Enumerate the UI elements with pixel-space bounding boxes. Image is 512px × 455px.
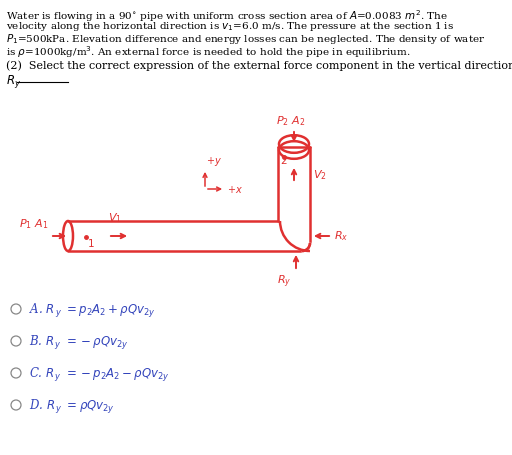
- Text: $R_x$: $R_x$: [334, 228, 348, 243]
- Text: $P_1\ A_1$: $P_1\ A_1$: [18, 217, 48, 230]
- Text: Water is flowing in a 90$^{\circ}$ pipe with uniform cross section area of $A$=0: Water is flowing in a 90$^{\circ}$ pipe …: [6, 8, 448, 24]
- Text: $+x$: $+x$: [227, 184, 243, 195]
- Text: A. $R_{\,y}\ =p_2A_2+\rho Qv_{2y}$: A. $R_{\,y}\ =p_2A_2+\rho Qv_{2y}$: [29, 301, 156, 319]
- Text: 2: 2: [280, 156, 287, 166]
- Text: (2)  Select the correct expression of the external force component in the vertic: (2) Select the correct expression of the…: [6, 60, 512, 71]
- Text: $V_1$: $V_1$: [108, 211, 122, 224]
- Text: D. $R_{\,y}\ =\rho Qv_{2y}$: D. $R_{\,y}\ =\rho Qv_{2y}$: [29, 397, 115, 415]
- Text: C. $R_{\,y}\ = -p_2A_2-\rho Qv_{2y}$: C. $R_{\,y}\ = -p_2A_2-\rho Qv_{2y}$: [29, 365, 170, 383]
- Text: $R_y$: $R_y$: [277, 273, 291, 290]
- Bar: [302, 243, 312, 253]
- Text: is $\rho$=1000kg/m$^3$. An external force is needed to hold the pipe in equilibr: is $\rho$=1000kg/m$^3$. An external forc…: [6, 44, 410, 60]
- Text: B. $R_{\,y}\ = -\rho Qv_{2y}$: B. $R_{\,y}\ = -\rho Qv_{2y}$: [29, 333, 129, 351]
- Text: $P_1$=500kPa. Elevation difference and energy losses can be neglected. The densi: $P_1$=500kPa. Elevation difference and e…: [6, 32, 485, 46]
- Text: $+y$: $+y$: [206, 155, 222, 167]
- Text: $R_y$: $R_y$: [6, 73, 21, 90]
- Text: $P_2\ A_2$: $P_2\ A_2$: [276, 114, 306, 128]
- Text: velocity along the horizontal direction is $v_1$=6.0 m/s. The pressure at the se: velocity along the horizontal direction …: [6, 20, 454, 33]
- Text: $V_2$: $V_2$: [313, 168, 327, 182]
- Text: 1: 1: [88, 238, 95, 248]
